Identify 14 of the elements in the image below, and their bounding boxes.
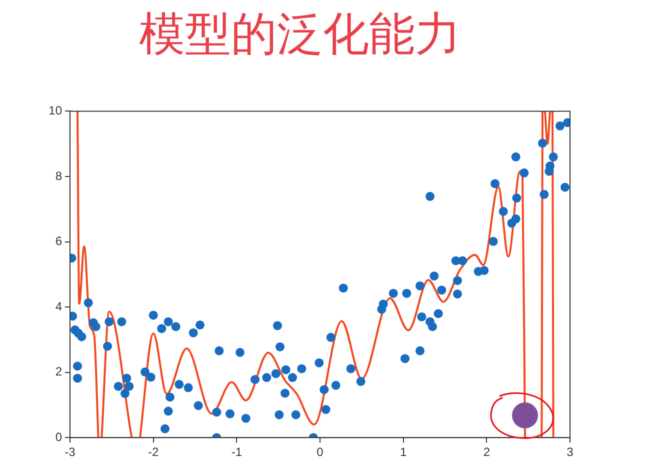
x-tick-label: 3 bbox=[566, 445, 574, 460]
y-tick-label: 2 bbox=[55, 364, 62, 379]
x-tick-label: -2 bbox=[148, 445, 159, 460]
y-tick-label: 4 bbox=[55, 299, 62, 314]
y-tick-label: 8 bbox=[55, 168, 62, 183]
y-tick-label: 0 bbox=[55, 430, 62, 444]
x-tick-label: -3 bbox=[64, 445, 76, 460]
y-tick-label: 10 bbox=[48, 104, 62, 118]
x-tick-label: -1 bbox=[231, 445, 242, 460]
x-tick-label: 0 bbox=[316, 445, 324, 460]
x-tick-label: 1 bbox=[400, 445, 407, 460]
y-tick-label: 6 bbox=[55, 234, 62, 248]
x-tick-label: 2 bbox=[483, 445, 490, 460]
chart-title: 模型的泛化能力 bbox=[139, 6, 461, 61]
